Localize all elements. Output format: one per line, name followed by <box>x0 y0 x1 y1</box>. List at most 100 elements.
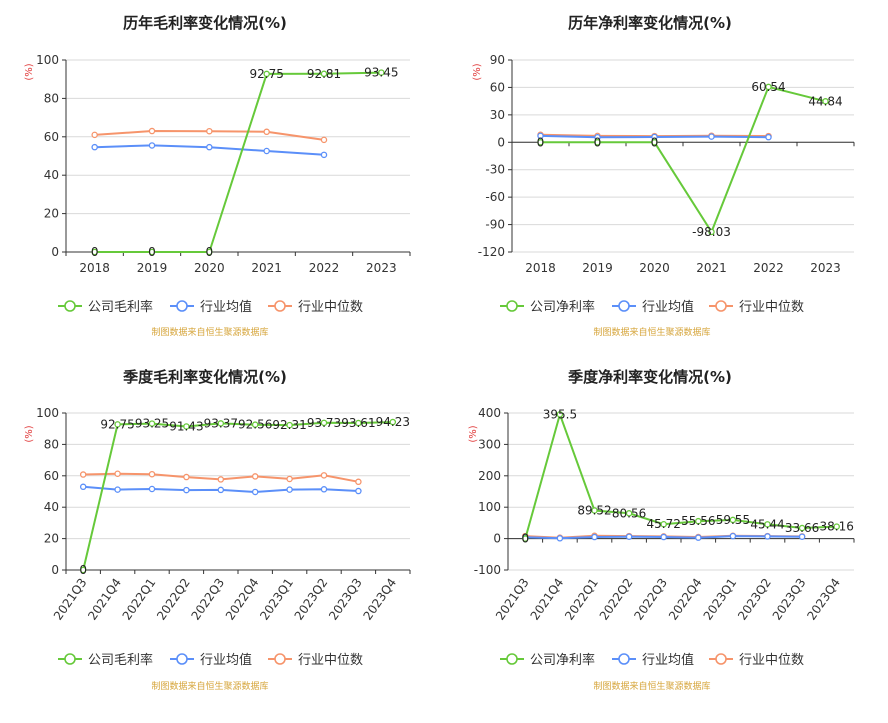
x-tick-label: 2021 <box>696 261 727 275</box>
legend-marker <box>506 653 518 665</box>
legend-label[interactable]: 行业中位数 <box>739 300 804 315</box>
y-tick-label: 40 <box>44 500 59 514</box>
x-tick-label: 2023Q1 <box>701 576 740 623</box>
data-label: 93.45 <box>364 66 398 80</box>
data-point-industry-avg <box>206 143 213 151</box>
data-point-industry-median <box>148 127 156 135</box>
data-point-industry-avg <box>320 486 328 493</box>
x-tick-label: 2022 <box>309 261 340 275</box>
data-label: 92.31 <box>272 418 306 432</box>
legend-label[interactable]: 行业均值 <box>642 652 694 668</box>
y-axis-unit: (%) <box>24 425 35 442</box>
legend-label[interactable]: 行业均值 <box>200 652 252 668</box>
legend-marker <box>715 300 727 312</box>
legend-item-industry-avg[interactable]: 行业均值 <box>612 652 694 668</box>
chart-title: 季度净利率变化情况(%) <box>568 368 732 386</box>
series-line-company <box>524 411 837 539</box>
legend-label[interactable]: 行业中位数 <box>298 300 363 315</box>
legend-item-company[interactable]: 公司净利率 <box>500 652 595 668</box>
y-tick-label: 100 <box>36 406 59 420</box>
data-point-industry-avg <box>148 142 156 149</box>
legend-label[interactable]: 公司毛利率 <box>88 299 153 315</box>
legend-label[interactable]: 行业中位数 <box>739 653 804 668</box>
data-point-industry-avg <box>217 486 225 494</box>
legend-marker <box>274 300 286 312</box>
x-tick-label: 2021Q4 <box>528 576 567 623</box>
legend-item-industry-median[interactable]: 行业中位数 <box>709 300 804 315</box>
source-note: 制图数据来自恒生聚源数据库 <box>593 680 710 692</box>
x-tick-label: 2021Q3 <box>493 576 532 623</box>
data-label: 0 <box>537 135 545 149</box>
legend-label[interactable]: 行业均值 <box>642 299 694 315</box>
data-point-industry-median <box>91 131 98 139</box>
y-tick-label: -90 <box>485 218 505 232</box>
x-tick-label: 2020 <box>194 261 225 275</box>
y-tick-label: -60 <box>485 190 505 204</box>
y-tick-label: -100 <box>474 563 501 577</box>
data-label: 92.75 <box>100 417 134 431</box>
source-note: 制图数据来自恒生聚源数据库 <box>151 326 268 338</box>
legend-label[interactable]: 公司净利率 <box>530 299 595 315</box>
data-point-industry-median <box>263 128 270 136</box>
x-tick-label: 2022Q1 <box>120 576 159 623</box>
x-tick-label: 2019 <box>137 261 168 275</box>
legend-label[interactable]: 公司净利率 <box>530 652 595 668</box>
data-point-company <box>355 419 362 427</box>
data-point-company <box>320 70 328 78</box>
y-tick-label: 400 <box>478 406 501 420</box>
x-tick-label: 2023Q4 <box>360 576 399 623</box>
legend-marker <box>618 300 630 312</box>
data-label: 0 <box>91 245 99 259</box>
legend-label[interactable]: 行业均值 <box>200 299 252 315</box>
data-label: 395.5 <box>543 407 577 421</box>
legend-item-company[interactable]: 公司毛利率 <box>58 299 153 315</box>
y-tick-label: 60 <box>490 80 505 94</box>
data-point-company <box>206 248 213 256</box>
data-point-company <box>591 507 598 514</box>
x-tick-label: 2018 <box>79 261 110 275</box>
legend-item-industry-median[interactable]: 行业中位数 <box>709 653 804 668</box>
y-tick-label: 100 <box>36 53 59 67</box>
y-tick-label: 30 <box>490 108 505 122</box>
legend-item-industry-avg[interactable]: 行业均值 <box>170 299 252 315</box>
data-point-company <box>708 228 715 236</box>
y-tick-label: 200 <box>478 469 501 483</box>
legend-item-industry-median[interactable]: 行业中位数 <box>268 653 363 668</box>
x-tick-label: 2021 <box>251 261 282 275</box>
legend-item-industry-avg[interactable]: 行业均值 <box>170 652 252 668</box>
data-point-industry-avg <box>765 133 772 141</box>
data-label: 94.23 <box>376 415 410 429</box>
data-point-company <box>625 510 633 517</box>
legend-marker <box>176 653 188 665</box>
legend-marker <box>176 300 188 312</box>
data-point-industry-median <box>206 127 213 135</box>
data-point-company <box>833 523 840 530</box>
legend-item-industry-avg[interactable]: 行业均值 <box>612 299 694 315</box>
chart-title: 季度毛利率变化情况(%) <box>123 368 287 386</box>
data-point-company <box>522 535 529 542</box>
data-point-company <box>263 70 270 78</box>
data-label: 91.43 <box>169 419 203 433</box>
data-point-industry-median <box>355 478 362 486</box>
legend-label[interactable]: 公司毛利率 <box>88 652 153 668</box>
data-label: 93.25 <box>135 417 169 431</box>
data-point-industry-median <box>183 473 190 481</box>
legend-item-company[interactable]: 公司净利率 <box>500 299 595 315</box>
data-point-industry-avg <box>355 487 362 495</box>
legend-marker <box>64 300 76 312</box>
data-point-company <box>320 419 328 427</box>
data-point-industry-avg <box>660 533 667 541</box>
data-label: 0 <box>651 135 659 149</box>
legend-label[interactable]: 行业中位数 <box>298 653 363 668</box>
data-label: 0 <box>521 532 529 546</box>
y-tick-label: 0 <box>497 135 505 149</box>
legend-item-company[interactable]: 公司毛利率 <box>58 652 153 668</box>
legend-item-industry-median[interactable]: 行业中位数 <box>268 300 363 315</box>
data-point-industry-median <box>114 470 121 478</box>
data-label: 80.56 <box>612 506 646 520</box>
y-tick-label: 80 <box>44 91 59 105</box>
x-tick-label: 2022Q2 <box>597 576 636 623</box>
data-point-company <box>286 421 293 429</box>
data-label: 33.66 <box>785 521 819 535</box>
data-point-company <box>822 98 829 105</box>
